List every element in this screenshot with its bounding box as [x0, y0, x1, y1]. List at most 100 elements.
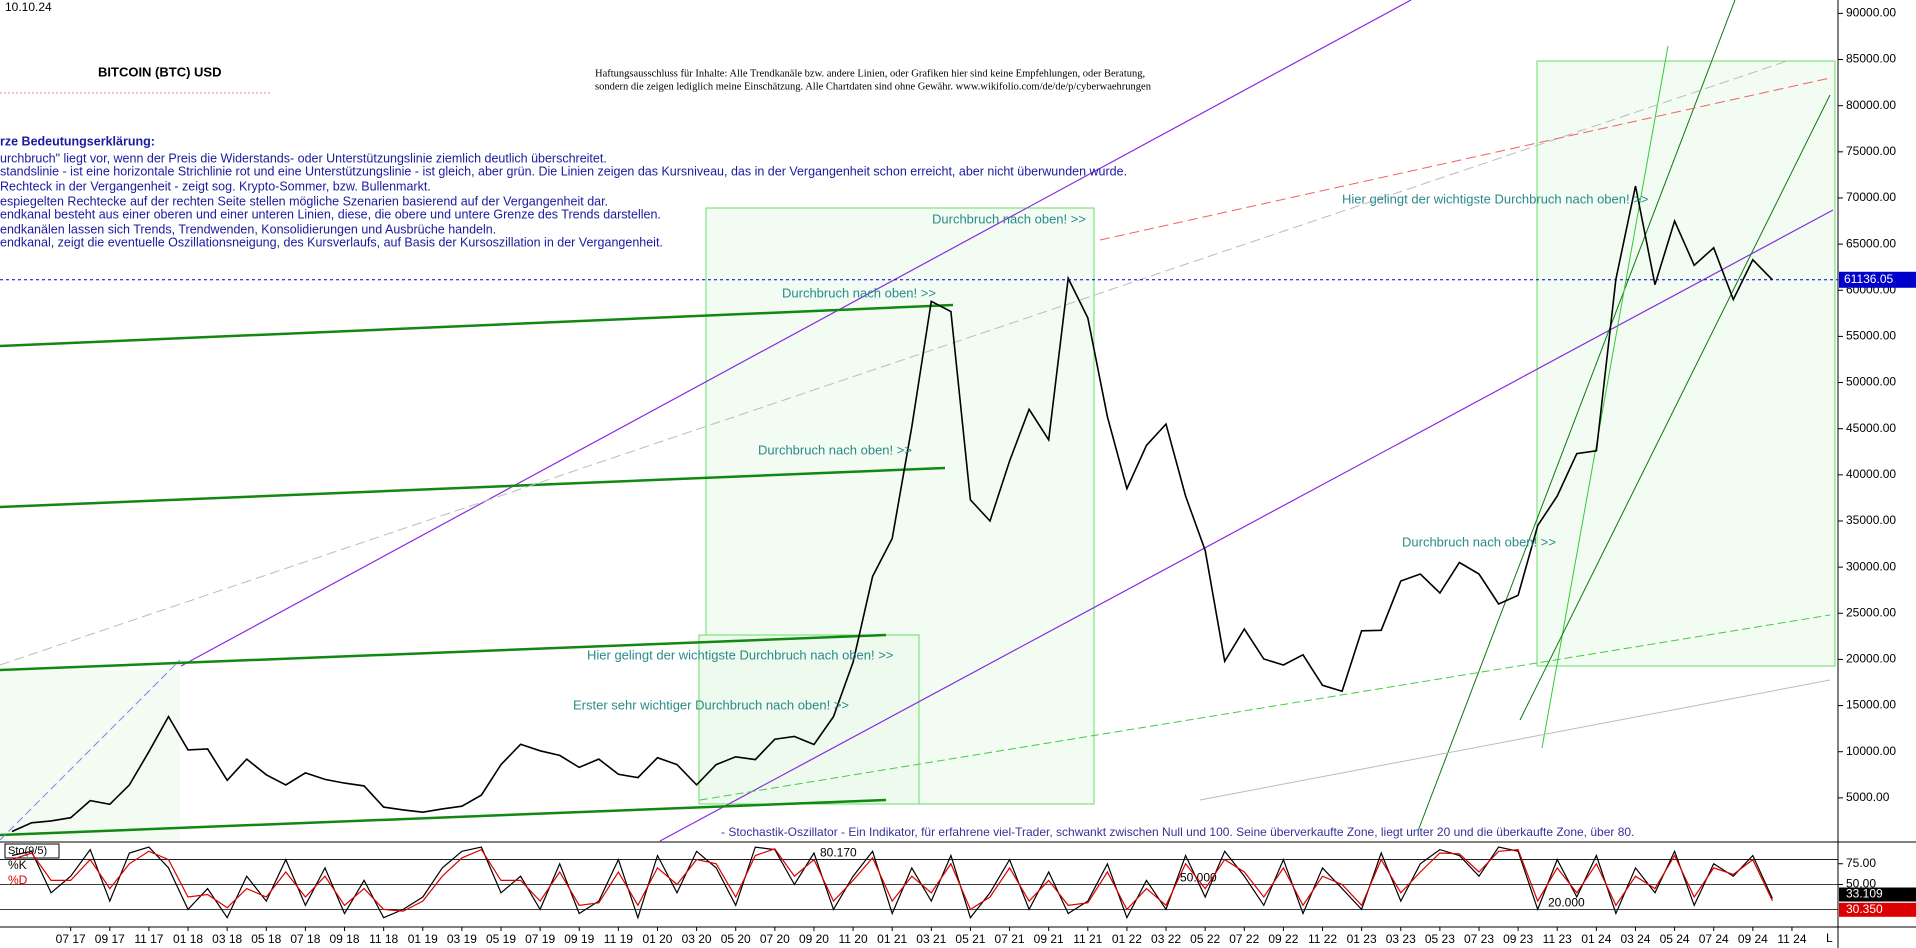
last-price-box	[1839, 271, 1916, 288]
legend-line: Rechteck in der Vergangenheit - zeigt so…	[0, 179, 431, 193]
y-tick-label: 75000.00	[1846, 144, 1896, 158]
x-tick-label: 09 23	[1503, 932, 1533, 946]
x-tick-label: 01 21	[877, 932, 907, 946]
x-tick-label: 03 18	[212, 932, 242, 946]
x-tick-label: 07 22	[1229, 932, 1259, 946]
legend-line: urchbruch" liegt vor, wenn der Preis die…	[0, 151, 607, 165]
annotation: Durchbruch nach oben! >>	[782, 285, 936, 300]
x-tick-label: 05 24	[1660, 932, 1690, 946]
x-tick-label: 01 23	[1347, 932, 1377, 946]
price-line	[11, 185, 1773, 833]
trendline	[0, 303, 954, 348]
stoch-last-label: 30.350	[1846, 902, 1883, 916]
x-tick-label: 01 20	[642, 932, 672, 946]
x-tick-label: 03 23	[1386, 932, 1416, 946]
x-tick-label: 09 18	[330, 932, 360, 946]
annotation: Erster sehr wichtiger Durchbruch nach ob…	[573, 697, 849, 712]
stoch-tick-label: 50.00	[1846, 877, 1876, 891]
y-tick-label: 25000.00	[1846, 605, 1896, 619]
x-tick-label: 05 22	[1190, 932, 1220, 946]
x-tick-label: 11 21	[1073, 932, 1102, 946]
last-price-label: 61136.05	[1844, 272, 1893, 286]
y-tick-label: 50000.00	[1846, 375, 1896, 389]
x-tick-label: 03 21	[916, 932, 946, 946]
annotation: Hier gelingt der wichtigste Durchbruch n…	[1342, 191, 1648, 206]
x-tick-label: 11 24	[1777, 932, 1806, 946]
legend-line: endkanälen lassen sich Trends, Trendwend…	[0, 222, 496, 236]
disclaimer: Haftungsausschluss für Inhalte: Alle Tre…	[595, 68, 1145, 79]
trendline	[1199, 679, 1831, 801]
trendline	[1417, 0, 1736, 832]
x-tick-label: 01 19	[408, 932, 438, 946]
trendline	[1519, 94, 1831, 721]
marks	[11, 185, 1773, 833]
x-tick-label: 03 22	[1151, 932, 1181, 946]
x-tick-label: 05 20	[721, 932, 751, 946]
trendline	[0, 798, 887, 837]
x-tick-label: 03 24	[1620, 932, 1650, 946]
disclaimer: sondern die zeigen lediglich meine Einsc…	[595, 81, 1152, 92]
x-tick-label: 03 19	[447, 932, 477, 946]
trendline	[659, 209, 1834, 842]
x-tick-label: 07 24	[1699, 932, 1729, 946]
annotation: Hier gelingt der wichtigste Durchbruch n…	[587, 647, 893, 662]
y-tick-label: 85000.00	[1846, 52, 1896, 66]
x-tick-label: 09 17	[95, 932, 125, 946]
stoch-last-label: 33.109	[1846, 887, 1883, 901]
stoch-level-label: 50.000	[1180, 871, 1217, 885]
x-tick-label: 11 19	[604, 932, 633, 946]
legend-line: espiegelten Rechtecke auf der rechten Se…	[0, 194, 608, 208]
x-tick-label: 05 18	[251, 932, 281, 946]
trendline	[0, 466, 946, 509]
trendline	[180, 0, 1412, 667]
y-tick-label: 90000.00	[1846, 6, 1896, 20]
x-tick-label: 11 20	[839, 932, 868, 946]
legend-line: rze Bedeutungserklärung:	[0, 134, 155, 148]
scenario-box	[1536, 60, 1836, 667]
legend-k: %K	[8, 858, 27, 872]
x-tick-label: 07 23	[1464, 932, 1494, 946]
y-tick-label: 10000.00	[1846, 744, 1896, 758]
stoch-tick-label: 75.00	[1846, 856, 1876, 870]
x-tick-label: 01 18	[173, 932, 203, 946]
x-tick-label: 03 20	[682, 932, 712, 946]
y-tick-label: 70000.00	[1846, 190, 1896, 204]
y-tick-label: 40000.00	[1846, 467, 1896, 481]
y-tick-label: 20000.00	[1846, 652, 1896, 666]
x-tick-label: 01 24	[1581, 932, 1611, 946]
x-tick-label: 09 21	[1034, 932, 1064, 946]
legend-line: standslinie - ist eine horizontale Stric…	[0, 164, 1127, 178]
stoch-line	[11, 848, 1773, 912]
x-tick-label: 11 22	[1308, 932, 1337, 946]
x-tick-label: 05 23	[1425, 932, 1455, 946]
bull-box	[698, 634, 920, 805]
y-tick-label: 80000.00	[1846, 98, 1896, 112]
legend-line: endkanal, zeigt die eventuelle Oszillati…	[0, 235, 663, 249]
y-tick-label: 15000.00	[1846, 698, 1896, 712]
legend-line: endkanal besteht aus einer oberen und ei…	[0, 207, 661, 221]
overlays	[0, 0, 1836, 842]
y-tick-label: 5000.00	[1846, 790, 1890, 804]
x-tick-label: 09 22	[1268, 932, 1298, 946]
y-tick-label: 30000.00	[1846, 559, 1896, 573]
stoch-line	[11, 846, 1773, 920]
x-tick-label: 05 19	[486, 932, 516, 946]
x-tick-label: 09 19	[564, 932, 594, 946]
x-tick-label: 11 17	[134, 932, 163, 946]
stoch-last-box	[1839, 902, 1916, 917]
stoch-level-label: 80.170	[820, 846, 857, 860]
annotation: - Stochastik-Oszillator - Ein Indikator,…	[721, 825, 1634, 839]
stoch-last-box	[1839, 887, 1916, 902]
x-tick-label: 07 19	[525, 932, 555, 946]
annotation: Durchbruch nach oben! >>	[1402, 534, 1556, 549]
x-tick-label: 05 21	[955, 932, 985, 946]
trendline	[1541, 45, 1669, 749]
corner-label: L	[1826, 931, 1833, 945]
date: 10.10.24	[5, 0, 52, 14]
x-tick-label: 07 18	[290, 932, 320, 946]
trendline	[1099, 77, 1831, 241]
x-tick-label: 07 20	[760, 932, 790, 946]
x-tick-label: 09 24	[1738, 932, 1768, 946]
x-tick-label: 01 22	[1112, 932, 1142, 946]
x-tick-label: 09 20	[799, 932, 829, 946]
